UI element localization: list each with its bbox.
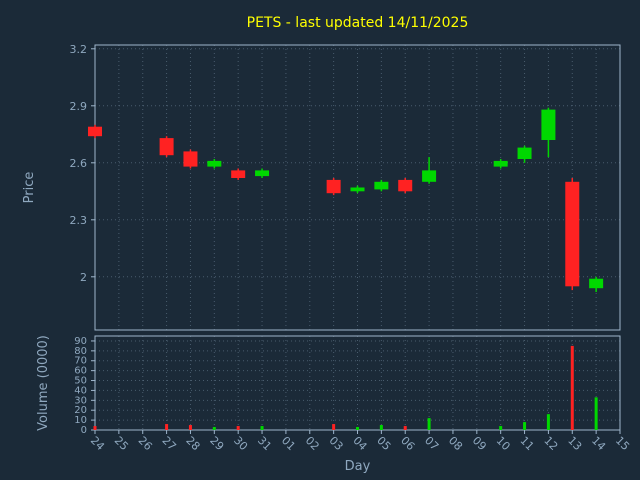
volume-tick-label: 90 xyxy=(74,336,87,347)
volume-bar-day-03 xyxy=(332,424,336,430)
volume-bar-day-31 xyxy=(260,426,264,430)
x-tick-label: 26 xyxy=(136,434,155,453)
volume-bar-day-13 xyxy=(570,345,574,430)
price-axis-label: Price xyxy=(22,172,37,204)
x-tick-label: 04 xyxy=(350,434,369,453)
volume-tick-label: 30 xyxy=(74,395,87,406)
candle-body-day-31 xyxy=(255,170,270,177)
candle-body-day-07 xyxy=(422,170,437,182)
x-tick-label: 30 xyxy=(231,434,250,453)
x-tick-label: 28 xyxy=(183,434,202,453)
x-tick-label: 05 xyxy=(374,434,393,453)
volume-tick-label: 80 xyxy=(74,346,87,357)
x-tick-label: 12 xyxy=(541,434,560,453)
x-tick-label: 31 xyxy=(255,434,274,453)
volume-tick-label: 60 xyxy=(74,366,87,377)
candle-body-day-24 xyxy=(88,126,102,137)
candle-body-day-30 xyxy=(231,170,246,178)
volume-tick-label: 20 xyxy=(74,405,87,416)
volume-bar-day-07 xyxy=(427,418,431,430)
volume-bar-day-24 xyxy=(93,426,97,430)
price-tick-label: 2.9 xyxy=(70,100,88,113)
candle-body-day-06 xyxy=(398,179,413,192)
x-tick-label: 08 xyxy=(446,434,465,453)
price-tick-label: 2.3 xyxy=(70,214,88,227)
volume-bar-day-11 xyxy=(523,422,527,430)
x-tick-label: 29 xyxy=(207,434,226,453)
x-tick-label: 09 xyxy=(470,434,489,453)
volume-bar-day-06 xyxy=(403,426,407,430)
chart-title: PETS - last updated 14/11/2025 xyxy=(247,15,469,31)
volume-tick-label: 70 xyxy=(74,356,87,367)
x-tick-label: 11 xyxy=(517,434,536,453)
volume-plot-border xyxy=(94,335,621,431)
volume-bar-day-04 xyxy=(356,427,359,430)
x-tick-label: 24 xyxy=(88,434,107,453)
x-tick-label: 02 xyxy=(303,434,322,453)
x-tick-label: 06 xyxy=(398,434,417,453)
candle-body-day-04 xyxy=(350,187,365,192)
volume-bar-day-14 xyxy=(594,397,598,430)
x-tick-label: 25 xyxy=(112,434,131,453)
volume-tick-label: 50 xyxy=(74,376,87,387)
volume-bar-day-12 xyxy=(546,414,550,430)
candle-body-day-05 xyxy=(374,181,389,190)
volume-tick-label: 40 xyxy=(74,385,87,396)
x-tick-label: 10 xyxy=(494,434,513,453)
candle-body-day-29 xyxy=(207,160,222,167)
x-tick-label: 01 xyxy=(279,434,298,453)
candle-body-day-13 xyxy=(565,181,580,287)
volume-bar-day-27 xyxy=(165,424,169,430)
volume-bar-day-10 xyxy=(499,426,503,430)
x-tick-label: 03 xyxy=(327,434,346,453)
candle-body-day-14 xyxy=(589,278,604,289)
candle-body-day-03 xyxy=(326,179,341,194)
volume-bar-day-30 xyxy=(236,426,240,430)
candle-body-day-27 xyxy=(159,138,174,156)
volume-bar-day-28 xyxy=(188,425,192,430)
volume-bar-day-29 xyxy=(212,427,216,430)
volume-axis-label: Volume (0000) xyxy=(36,335,51,431)
price-plot-border xyxy=(94,44,621,331)
candle-body-day-28 xyxy=(183,151,198,167)
x-tick-label: 14 xyxy=(589,434,608,453)
candle-body-day-12 xyxy=(541,109,556,140)
price-tick-label: 2 xyxy=(80,271,87,284)
x-tick-label: 15 xyxy=(613,434,632,453)
volume-bar-day-05 xyxy=(379,425,383,430)
x-tick-label: 07 xyxy=(422,434,441,453)
volume-tick-label: 10 xyxy=(74,415,87,426)
price-tick-label: 3.2 xyxy=(70,43,88,56)
x-axis-label: Day xyxy=(345,459,371,474)
price-tick-label: 2.6 xyxy=(70,157,88,170)
x-tick-label: 27 xyxy=(160,434,179,453)
candle-body-day-10 xyxy=(493,160,508,167)
volume-tick-label: 0 xyxy=(81,425,87,436)
x-tick-label: 13 xyxy=(565,434,584,453)
candle-body-day-11 xyxy=(517,147,532,159)
